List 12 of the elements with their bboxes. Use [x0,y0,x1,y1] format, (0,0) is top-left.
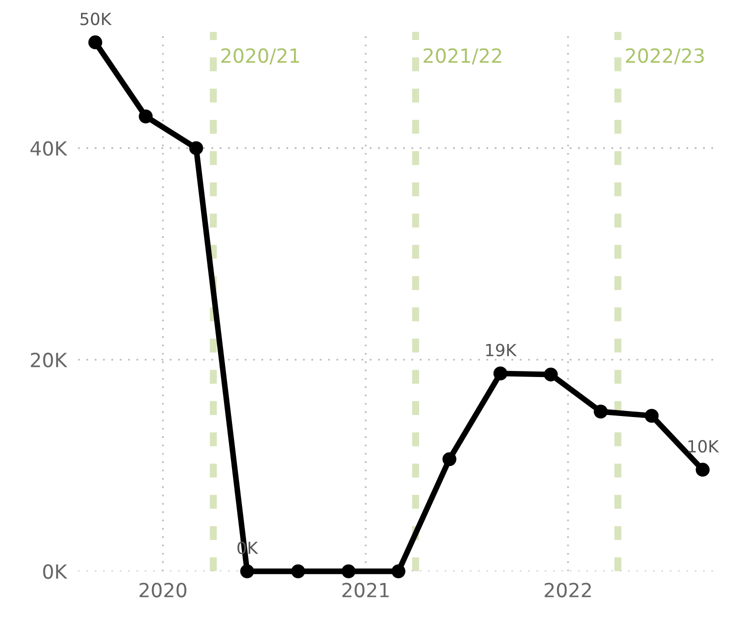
ref-line-label: 2021/22 [424,48,502,65]
y-tick-label: 20K [30,352,68,368]
x-tick-label: 2020 [140,582,186,598]
data-label: 10K [688,440,720,453]
x-tick-label: 2022 [544,582,591,598]
y-tick-label: 0K [43,564,68,579]
data-label: 19K [486,344,517,356]
data-label: 50K [80,12,112,26]
ref-line-label: 2022/23 [626,48,704,65]
y-tick-label: 40K [30,141,68,156]
x-tick-label: 2021 [342,582,389,598]
ref-line-label: 2020/21 [221,48,299,65]
